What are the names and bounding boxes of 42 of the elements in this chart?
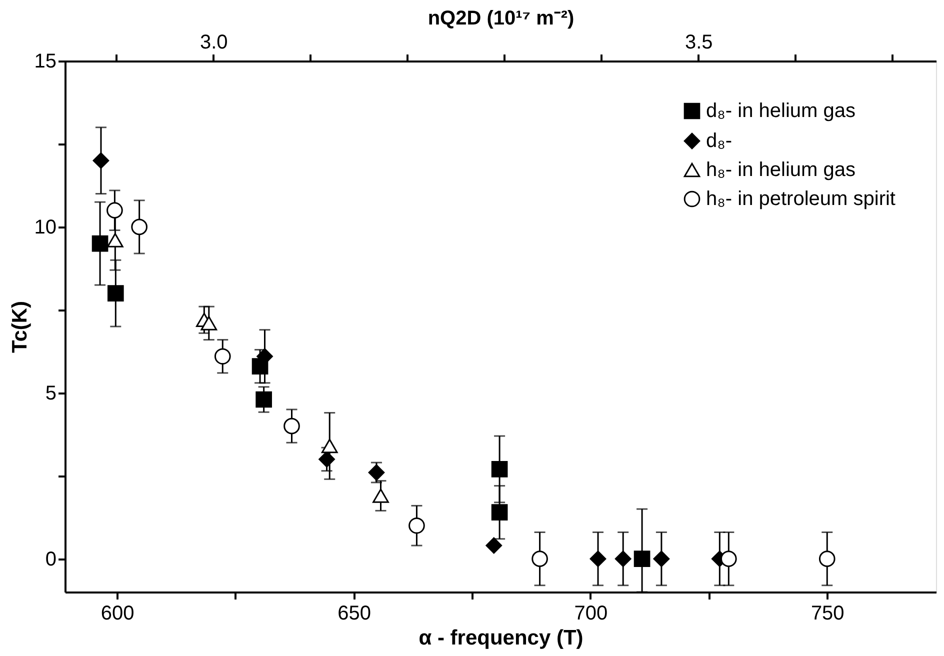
x2-tick-label: 3.0: [200, 32, 228, 54]
point: [634, 550, 650, 567]
x-tick-label: 600: [100, 602, 134, 624]
x2-tick-label: 3.5: [684, 32, 713, 54]
legend-label: d₈- in helium gas: [706, 100, 856, 122]
legend-label: d₈-: [706, 130, 732, 152]
point: [368, 464, 385, 481]
point: [372, 488, 389, 503]
point: [590, 550, 606, 567]
point: [321, 438, 338, 454]
point: [614, 550, 632, 567]
legend-label: h₈- in petroleum spirit: [706, 188, 896, 210]
point: [486, 537, 502, 554]
x-tick-label: 700: [574, 602, 608, 624]
point: [131, 218, 148, 236]
point: [92, 235, 108, 252]
point: [653, 550, 670, 567]
point: [491, 504, 508, 521]
x-axis-title: α - frequency (T): [418, 626, 584, 650]
legend-label: h₈- in helium gas: [706, 159, 856, 181]
x-tick-label: 650: [338, 602, 371, 624]
y-axis-title: Tc(K): [8, 300, 32, 354]
point: [720, 550, 737, 567]
point: [92, 152, 110, 169]
x2-axis-title: nQ2D (10¹⁷ m⁻²): [428, 8, 574, 30]
point: [284, 418, 300, 434]
point: [106, 202, 123, 218]
point: [214, 348, 231, 365]
y-tick-label: 10: [34, 216, 56, 238]
point: [818, 550, 836, 567]
point: [318, 451, 335, 468]
point: [532, 550, 548, 567]
x-tick-label: 750: [810, 602, 844, 624]
point: [491, 461, 508, 478]
point: [107, 233, 124, 248]
point: [408, 517, 425, 534]
point: [200, 316, 218, 330]
y-tick-label: 5: [45, 382, 56, 404]
point: [107, 285, 124, 302]
y-tick-label: 15: [34, 50, 56, 72]
point: [256, 391, 272, 408]
y-tick-label: 0: [45, 548, 56, 570]
